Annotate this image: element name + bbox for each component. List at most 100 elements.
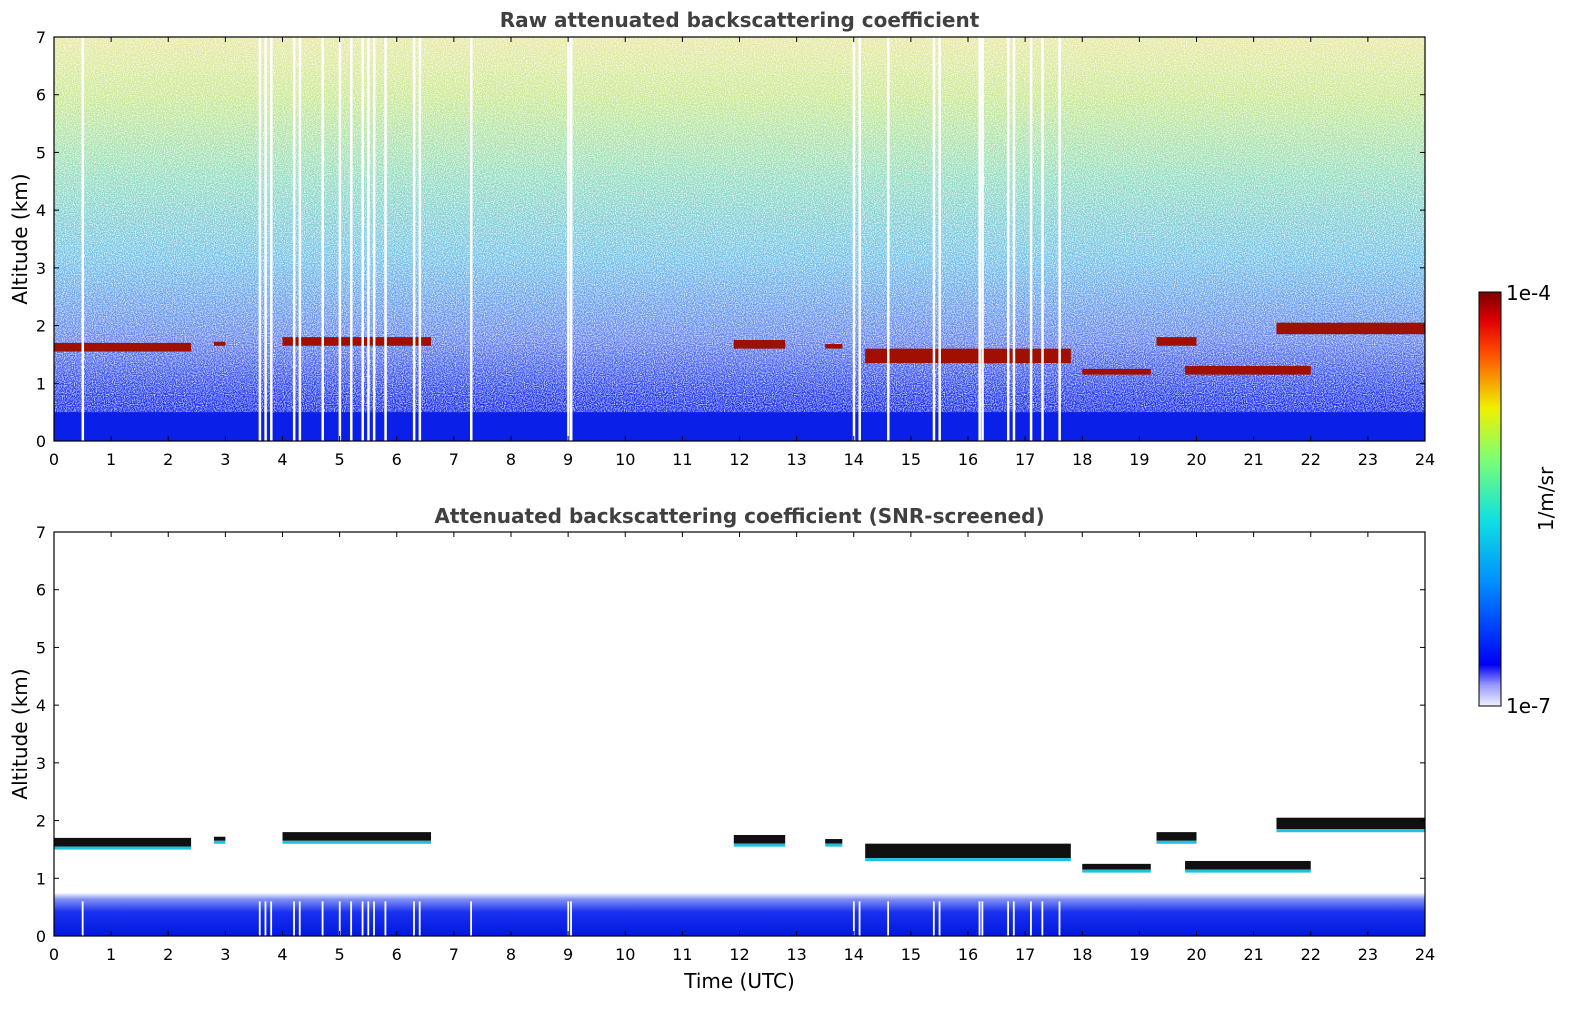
- raw-backscatter-panel: Raw attenuated backscattering coefficien…: [8, 8, 1435, 469]
- cloud-layer: [733, 835, 786, 844]
- missing-profile: [1030, 901, 1032, 936]
- y-axis: 0 1 2 3 4 5 6 7: [36, 523, 1425, 946]
- missing-profile: [978, 901, 981, 936]
- x-tick-label: 7: [449, 945, 459, 964]
- cloud-layer-edge: [282, 840, 432, 844]
- x-tick-label: 19: [1129, 450, 1149, 469]
- x-tick-label: 8: [506, 450, 516, 469]
- cloud-layer-edge: [1082, 869, 1151, 873]
- cloud-layer: [825, 839, 843, 844]
- cloud-layer: [825, 344, 843, 349]
- plot-area: [54, 532, 1425, 936]
- missing-profile: [858, 901, 861, 936]
- x-tick-label: 3: [220, 945, 230, 964]
- x-tick-label: 20: [1186, 450, 1206, 469]
- snr-screened-panel: Attenuated backscattering coefficient (S…: [8, 504, 1435, 993]
- cloud-layer: [1082, 863, 1151, 870]
- x-axis-label: Time (UTC): [683, 969, 795, 993]
- x-tick-label: 1: [106, 450, 116, 469]
- missing-profile: [1041, 901, 1044, 936]
- missing-profile: [413, 901, 415, 936]
- x-tick-label: 18: [1072, 945, 1092, 964]
- x-tick-label: 2: [163, 945, 173, 964]
- missing-profile: [887, 37, 890, 441]
- missing-profile: [1029, 37, 1033, 441]
- y-tick-label: 1: [36, 869, 46, 888]
- missing-profile: [470, 901, 473, 936]
- cloud-layers: [54, 322, 1425, 375]
- x-tick-label: 0: [49, 450, 59, 469]
- cloud-layer-edge: [213, 840, 226, 844]
- missing-profile: [1058, 901, 1061, 936]
- y-tick-label: 7: [36, 28, 46, 47]
- missing-profile: [858, 37, 861, 441]
- y-tick-label: 3: [36, 754, 46, 773]
- x-tick-label: 8: [506, 945, 516, 964]
- cloud-layer: [1185, 860, 1311, 870]
- cloud-layer: [1082, 368, 1151, 375]
- cloud-layers: [54, 817, 1425, 873]
- colorbar: 1e-4 1e-7 1/m/sr: [1478, 281, 1558, 718]
- missing-profile: [887, 901, 890, 936]
- missing-profile: [569, 37, 573, 441]
- missing-profile: [1012, 901, 1015, 936]
- x-tick-label: 23: [1358, 450, 1378, 469]
- missing-profile: [978, 37, 981, 441]
- x-tick-label: 15: [901, 945, 921, 964]
- x-tick-label: 1: [106, 945, 116, 964]
- x-tick-label: 7: [449, 450, 459, 469]
- cloud-layer: [54, 837, 192, 847]
- missing-profile: [418, 37, 422, 441]
- y-tick-label: 0: [36, 927, 46, 946]
- x-tick-label: 11: [672, 450, 692, 469]
- missing-profile: [1006, 37, 1010, 441]
- cloud-layer: [282, 337, 432, 346]
- x-tick-label: 17: [1015, 945, 1035, 964]
- missing-profile: [372, 37, 376, 441]
- missing-profile: [1058, 37, 1061, 441]
- x-tick-label: 4: [277, 450, 287, 469]
- x-tick-label: 22: [1301, 450, 1321, 469]
- missing-profile: [350, 901, 353, 936]
- x-tick-label: 16: [958, 450, 978, 469]
- missing-profile: [981, 901, 984, 936]
- x-tick-label: 10: [615, 945, 635, 964]
- missing-profile: [412, 37, 416, 441]
- x-tick-label: 20: [1186, 945, 1206, 964]
- missing-profile: [361, 901, 364, 936]
- x-tick-label: 15: [901, 450, 921, 469]
- x-tick-label: 14: [844, 945, 864, 964]
- y-tick-label: 6: [36, 86, 46, 105]
- boundary-layer: [54, 892, 1425, 936]
- missing-profile: [258, 901, 261, 936]
- cloud-layer: [54, 342, 192, 352]
- x-tick-label: 17: [1015, 450, 1035, 469]
- y-axis: 0 1 2 3 4 5 6 7: [36, 28, 1425, 451]
- x-tick-label: 12: [729, 945, 749, 964]
- missing-profile: [338, 901, 341, 936]
- x-tick-label: 21: [1243, 945, 1263, 964]
- chart-title: Raw attenuated backscattering coefficien…: [500, 8, 980, 32]
- missing-profile: [938, 901, 941, 936]
- missing-profile: [81, 37, 85, 441]
- x-tick-label: 0: [49, 945, 59, 964]
- x-tick-label: 5: [335, 450, 345, 469]
- cloud-layer-edge: [1156, 840, 1197, 844]
- missing-profile: [361, 37, 364, 441]
- y-tick-label: 2: [36, 317, 46, 336]
- missing-profile: [264, 901, 267, 936]
- plot-area: [54, 37, 1425, 441]
- cloud-layer: [865, 348, 1071, 364]
- x-tick-label: 2: [163, 450, 173, 469]
- cloud-layer-edge: [865, 858, 1071, 862]
- missing-profile: [470, 37, 473, 441]
- missing-profile: [292, 37, 296, 441]
- colorbar-min-label: 1e-7: [1506, 694, 1551, 718]
- x-tick-label: 24: [1415, 450, 1435, 469]
- cloud-layer: [1276, 817, 1425, 830]
- missing-profile: [852, 37, 856, 441]
- y-tick-label: 0: [36, 432, 46, 451]
- missing-profile: [270, 37, 273, 441]
- missing-profile: [373, 901, 375, 936]
- cloud-layer-edge: [825, 843, 843, 847]
